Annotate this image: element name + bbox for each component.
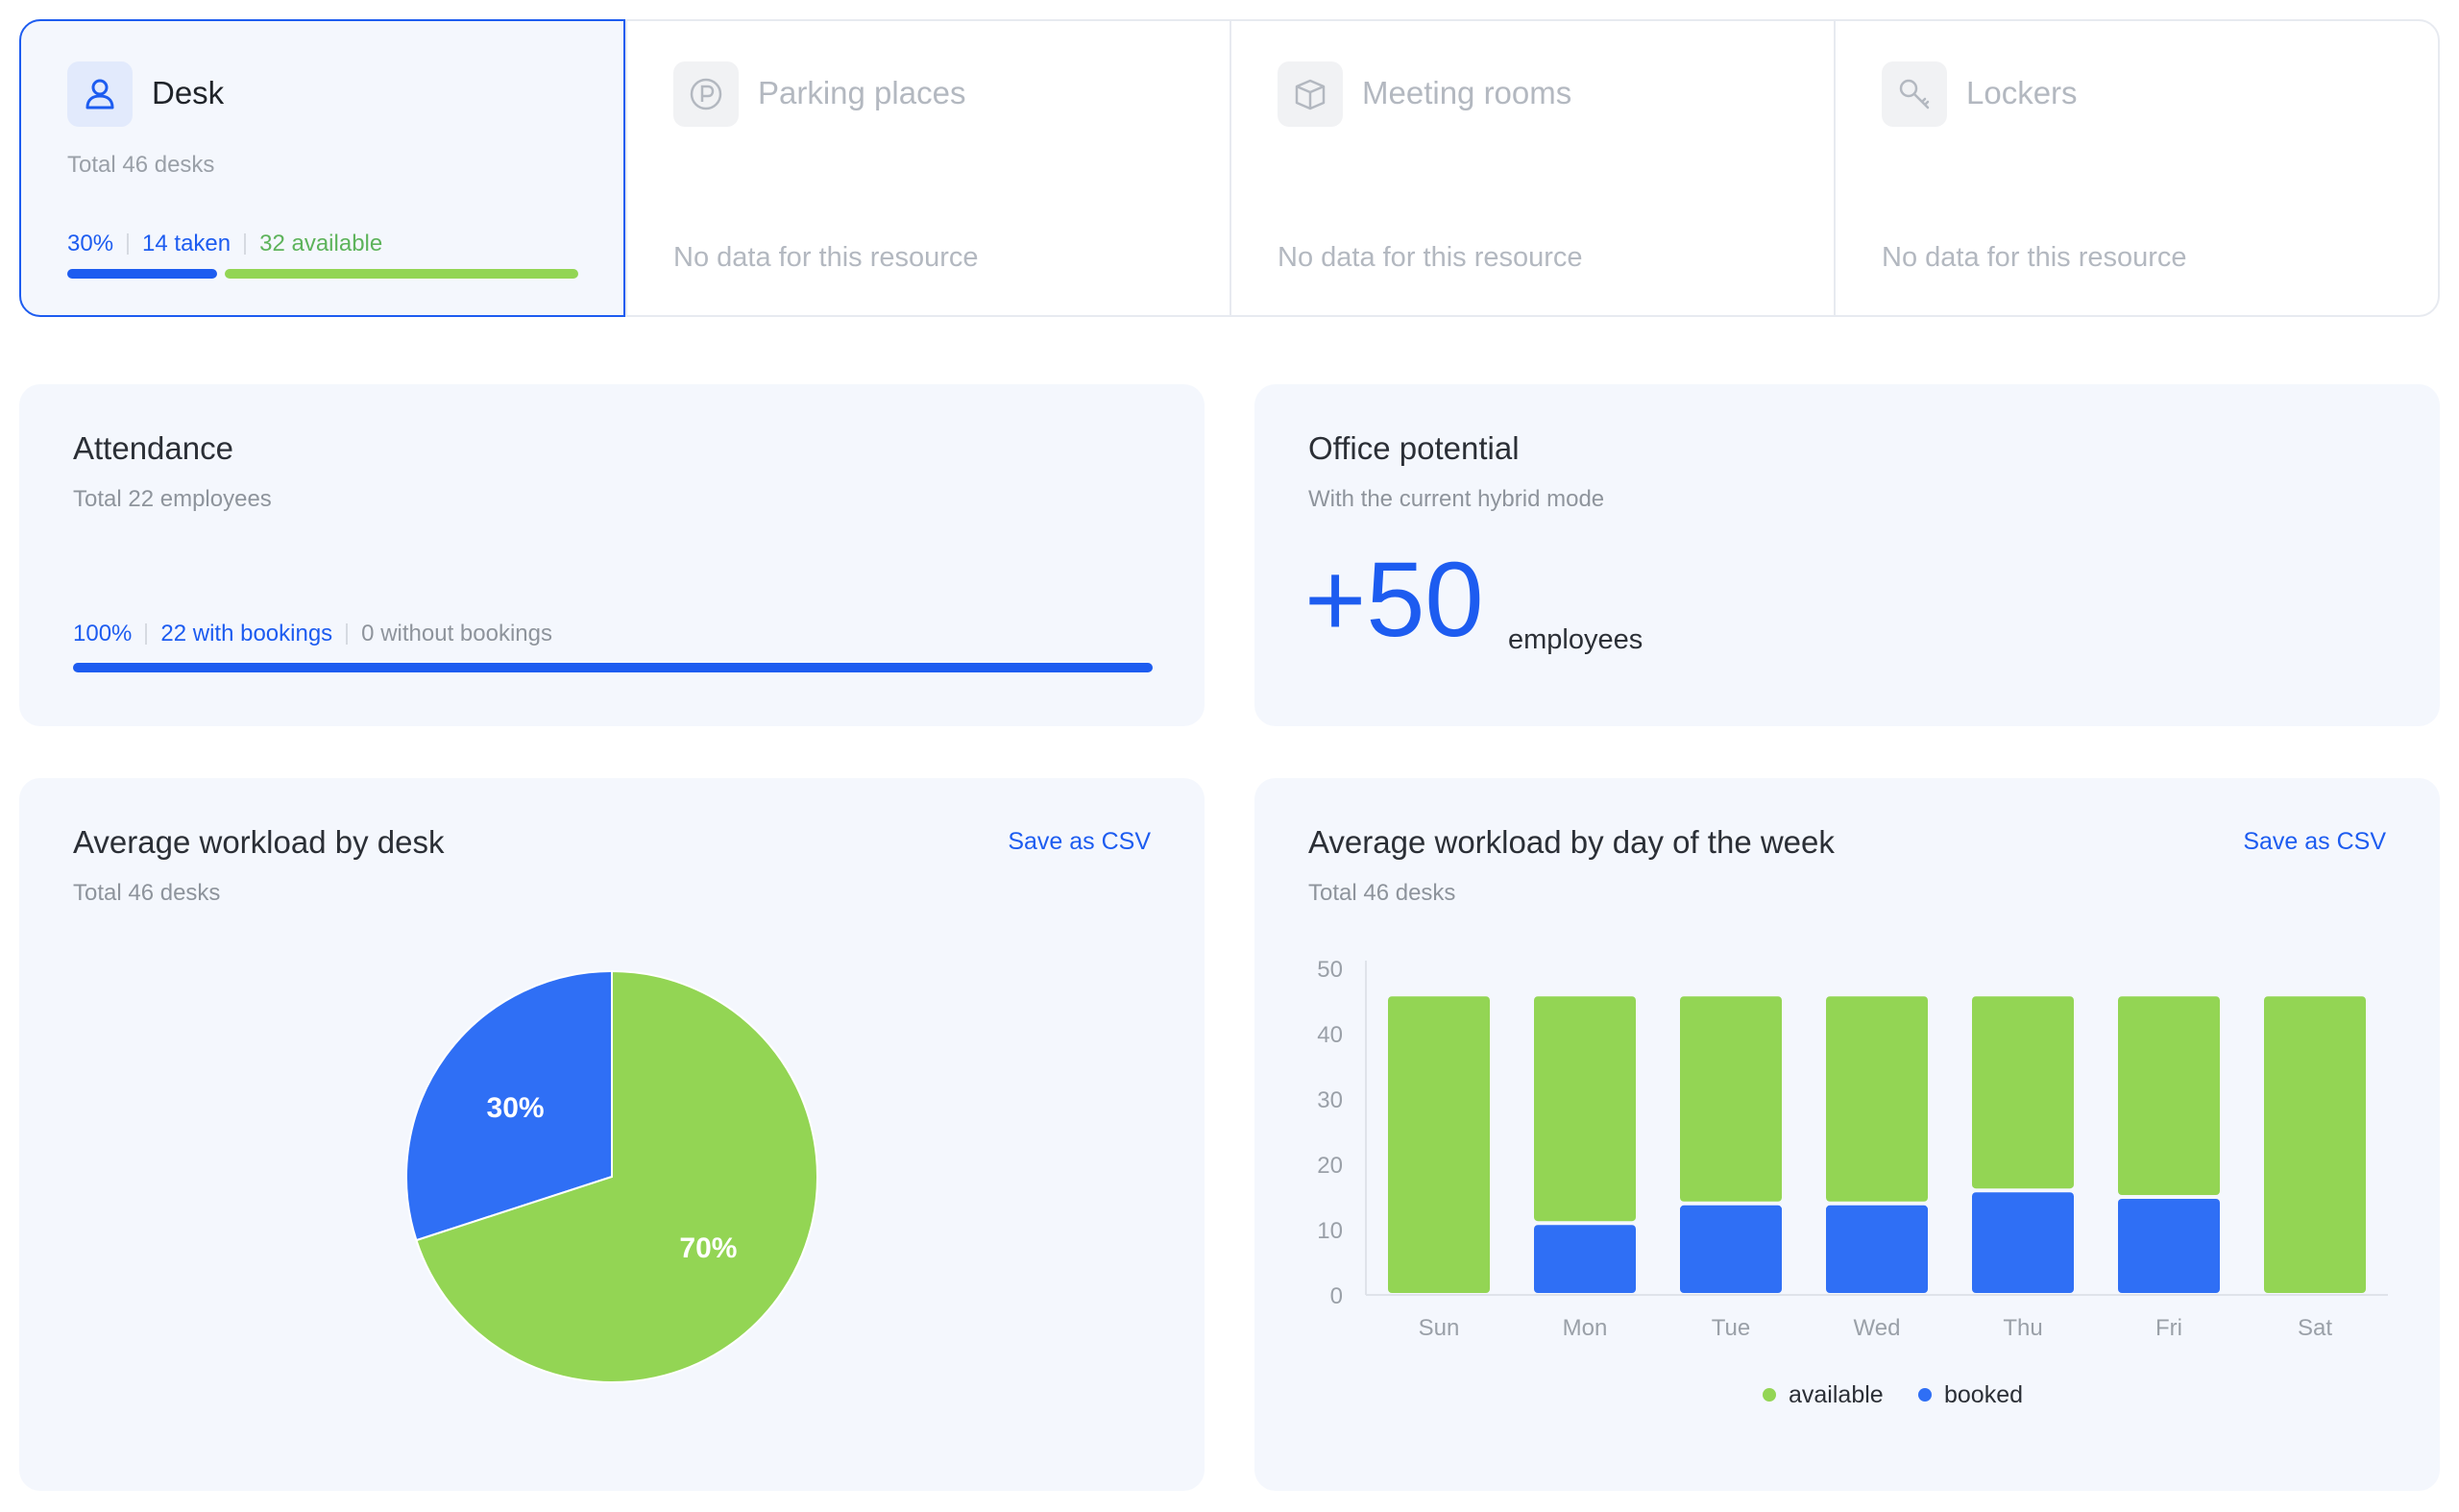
card-subtitle: Total 22 employees [73,486,272,512]
x-tick-label: Wed [1854,1315,1901,1341]
attendance-stats: 100% 22 with bookings 0 without bookings [73,621,552,647]
y-tick-label: 0 [1330,1283,1343,1309]
save-csv-button[interactable]: Save as CSV [1008,828,1151,855]
y-tick-label: 50 [1317,957,1343,983]
desk-available: 32 available [259,231,383,256]
attendance-percent: 100% [73,621,133,646]
key-icon [1882,61,1947,127]
card-title: Attendance [73,430,233,466]
tab-title: Desk [152,75,225,110]
tab-desk[interactable]: Desk Total 46 desks 30% 14 taken 32 avai… [19,19,625,317]
card-subtitle: With the current hybrid mode [1308,486,1605,512]
bar-booked [1534,1225,1636,1293]
divider [346,623,349,645]
card-subtitle: Total 46 desks [1308,880,1456,906]
desk-progress-available [224,269,578,279]
attendance-with-bookings: 22 with bookings [160,621,333,646]
parking-icon [673,61,739,127]
legend-dot-booked [1918,1388,1932,1402]
tab-title: Lockers [1966,75,2078,110]
legend-label-booked: booked [1944,1381,2023,1408]
y-tick-label: 10 [1317,1218,1343,1244]
pie-chart: 30% 70% [405,969,818,1383]
pie-data-label: 70% [679,1232,737,1264]
potential-value: +50 [1304,541,1484,659]
x-tick-label: Fri [2155,1315,2182,1341]
x-tick-label: Mon [1563,1315,1608,1341]
x-tick-label: Sat [2298,1315,2332,1341]
y-tick-label: 20 [1317,1153,1343,1179]
bar-available [1972,996,2074,1189]
divider [145,623,148,645]
person-icon [67,61,133,127]
x-tick-label: Sun [1419,1315,1460,1341]
tab-parking[interactable]: Parking places No data for this resource [625,21,1230,315]
x-tick-label: Tue [1712,1315,1750,1341]
bar-chart: 0 10 20 30 40 50 Sun Mon Tue Wed Thu Fri Sat availabl… [1317,957,2388,1408]
divider [127,233,130,255]
bar-booked [1826,1205,1928,1293]
divider [244,233,247,255]
tab-subtitle: Total 46 desks [67,152,215,178]
bar-booked [1680,1205,1782,1293]
card-title: Office potential [1308,430,1520,466]
desk-taken: 14 taken [142,231,231,256]
legend-label-available: available [1789,1381,1884,1408]
tab-title: Meeting rooms [1362,75,1572,110]
potential-unit: employees [1508,624,1643,655]
bar-booked [1972,1192,2074,1293]
pie-slice-booked [405,969,613,1242]
pie-data-label: 30% [487,1092,545,1124]
office-potential-card: Office potential With the current hybrid… [1254,384,2440,726]
bar-available [1826,996,1928,1202]
bar-available [1680,996,1782,1202]
workload-desk-card: Average workload by desk Total 46 desks … [19,778,1205,1491]
desk-stats: 30% 14 taken 32 available [67,231,382,257]
legend-dot-available [1763,1388,1776,1402]
bar-booked [2118,1199,2220,1293]
x-tick-label: Thu [2003,1315,2042,1341]
tab-lockers[interactable]: Lockers No data for this resource [1834,21,2438,315]
bar-available [1388,996,1490,1293]
save-csv-button[interactable]: Save as CSV [2243,828,2386,855]
card-title: Average workload by day of the week [1308,824,1835,860]
pie-slice-available [415,969,818,1383]
card-subtitle: Total 46 desks [73,880,221,906]
tab-meeting-rooms[interactable]: Meeting rooms No data for this resource [1230,21,1834,315]
box-icon [1278,61,1343,127]
desk-percent: 30% [67,231,114,256]
no-data-text: No data for this resource [673,242,979,273]
desk-progress-bar [67,269,578,279]
no-data-text: No data for this resource [1882,242,2187,273]
bar-available [2118,996,2220,1195]
resource-tabs: Desk Total 46 desks 30% 14 taken 32 avai… [19,19,2440,317]
card-title: Average workload by desk [73,824,445,860]
no-data-text: No data for this resource [1278,242,1583,273]
attendance-progress-bar [73,663,1153,672]
y-tick-label: 40 [1317,1022,1343,1048]
desk-progress-taken [67,269,217,279]
bar-available [1534,996,1636,1222]
attendance-without-bookings: 0 without bookings [361,621,552,646]
attendance-card: Attendance Total 22 employees 100% 22 wi… [19,384,1205,726]
tab-title: Parking places [758,75,966,110]
attendance-progress-fill [73,663,1153,672]
workload-week-card: Average workload by day of the week Tota… [1254,778,2440,1491]
y-tick-label: 30 [1317,1087,1343,1113]
bar-available [2264,996,2366,1293]
